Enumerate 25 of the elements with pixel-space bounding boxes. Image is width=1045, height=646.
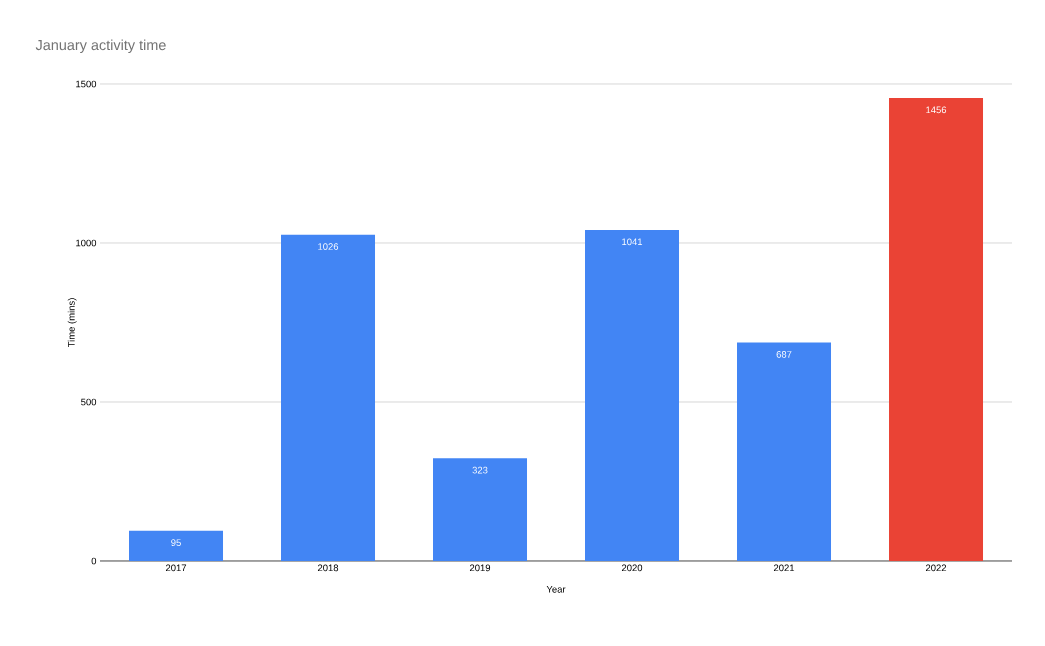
x-tick-label: 2017: [165, 564, 187, 572]
x-tick-label: 2022: [925, 564, 947, 572]
data-label: 323: [472, 466, 488, 474]
y-axis-title: Time (mins): [67, 298, 77, 348]
bar: [585, 229, 680, 561]
y-tick-label: 1000: [76, 239, 97, 247]
data-label: 1456: [926, 106, 947, 114]
data-label: 1041: [622, 238, 643, 246]
bar: [737, 342, 832, 561]
bar: [281, 234, 376, 561]
x-axis-title: Year: [546, 586, 566, 593]
y-tick-label: 1500: [76, 80, 97, 88]
y-tick-label: 0: [91, 557, 97, 565]
x-tick-label: 2019: [469, 564, 491, 572]
x-tick-label: 2020: [621, 564, 643, 572]
data-label: 95: [171, 539, 181, 546]
x-tick-label: 2018: [317, 564, 339, 572]
data-label: 687: [776, 351, 792, 358]
bar: [433, 458, 528, 561]
chart-title: January activity time: [35, 39, 166, 53]
x-tick-label: 2021: [773, 564, 795, 572]
y-tick-label: 500: [81, 398, 97, 406]
bar: [889, 97, 984, 561]
bar: [129, 530, 224, 561]
data-label: 1026: [318, 243, 339, 250]
